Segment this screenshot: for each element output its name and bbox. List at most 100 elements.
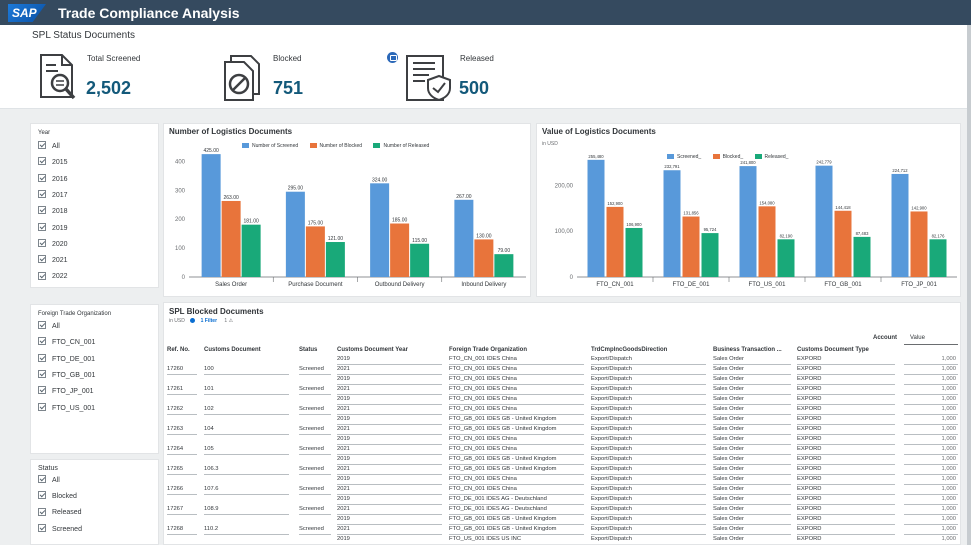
org-filter-item[interactable]: FTO_US_001 <box>38 402 95 416</box>
chart-bar[interactable] <box>758 206 776 277</box>
column-header[interactable]: Customs Document <box>204 347 261 353</box>
table-cell: 102 <box>204 406 214 412</box>
checkbox-checked-icon[interactable] <box>38 190 46 199</box>
chart-bar[interactable] <box>910 211 928 277</box>
checkbox-checked-icon[interactable] <box>38 491 46 500</box>
column-header[interactable]: Ref. No. <box>167 347 190 353</box>
chart-bar[interactable] <box>474 239 494 277</box>
filter-link[interactable]: 1 Filter <box>200 318 218 324</box>
chart-bar[interactable] <box>221 200 241 277</box>
chart-bar[interactable] <box>587 159 605 277</box>
chart-bar[interactable] <box>454 199 474 277</box>
org-filter-item[interactable]: FTO_DE_001 <box>38 353 95 367</box>
chart-bar[interactable] <box>891 173 909 277</box>
row-divider <box>337 454 442 455</box>
checkbox-checked-icon[interactable] <box>38 238 46 247</box>
sap-logo[interactable]: SAP <box>8 4 46 22</box>
column-header[interactable]: Business Transaction ... <box>713 347 782 353</box>
checkbox-checked-icon[interactable] <box>38 321 46 330</box>
year-filter-item[interactable]: 2017 <box>38 190 68 203</box>
kpi-released-value[interactable]: 500 <box>459 78 490 98</box>
y-tick-label: 0 <box>570 275 574 281</box>
checkbox-checked-icon[interactable] <box>38 271 46 280</box>
year-filter-item[interactable]: 2022 <box>38 271 68 284</box>
info-icon[interactable] <box>387 52 398 63</box>
filter-icon[interactable] <box>190 318 196 324</box>
chart-bar[interactable] <box>410 243 430 277</box>
chart-bar[interactable] <box>663 170 681 277</box>
org-filter-item[interactable]: FTO_JP_001 <box>38 386 94 399</box>
checkbox-checked-icon[interactable] <box>38 370 46 379</box>
checkbox-checked-icon[interactable] <box>38 386 46 395</box>
checkbox-checked-icon[interactable] <box>38 222 46 231</box>
status-filter-item[interactable]: Screened <box>38 523 82 537</box>
column-header[interactable]: Customs Document Year <box>337 347 408 353</box>
org-filter-item[interactable]: FTO_CN_001 <box>38 337 95 350</box>
chart-bar[interactable] <box>701 233 719 277</box>
chart-bar[interactable] <box>606 206 624 277</box>
table-cell: Screened <box>299 366 324 372</box>
chart-bar[interactable] <box>494 254 514 277</box>
chart-bar[interactable] <box>370 183 390 277</box>
chart-bar[interactable] <box>739 166 757 277</box>
chart-bar[interactable] <box>625 227 643 277</box>
org-filter-item[interactable]: FTO_GB_001 <box>38 370 95 383</box>
checkbox-checked-icon[interactable] <box>38 157 46 166</box>
column-header[interactable]: Status <box>299 347 318 353</box>
row-divider <box>904 524 958 525</box>
chart-bar[interactable] <box>834 210 852 277</box>
chart1-legend-screened[interactable]: Number of Screened <box>242 143 298 149</box>
kpi-screened-value[interactable]: 2,502 <box>86 78 132 98</box>
chart1-legend-released[interactable]: Number of Released <box>373 143 429 149</box>
chart-bar[interactable] <box>777 239 795 277</box>
chart1-legend-blocked[interactable]: Number of Blocked <box>309 143 362 149</box>
column-header[interactable]: Customs Document Type <box>797 347 869 353</box>
checkbox-checked-icon[interactable] <box>38 255 46 264</box>
status-filter-item[interactable]: Blocked <box>38 491 77 504</box>
column-header[interactable]: Foreign Trade Organization <box>449 347 528 353</box>
status-filter-item[interactable]: All <box>38 475 60 488</box>
checkbox-checked-icon[interactable] <box>38 475 46 484</box>
chart-bar[interactable] <box>201 154 221 277</box>
status-filter-item[interactable]: Released <box>38 507 82 520</box>
year-filter-item[interactable]: 2019 <box>38 222 68 236</box>
row-divider <box>204 434 289 435</box>
chart-bar[interactable] <box>325 242 345 277</box>
checkbox-checked-icon[interactable] <box>38 141 46 150</box>
table-cell: EXPORD <box>797 446 822 452</box>
chart-bar[interactable] <box>853 236 871 277</box>
org-filter-item-label: All <box>52 323 60 330</box>
chart2-legend-blocked[interactable]: Blocked_ <box>712 154 743 160</box>
chart2-legend-released[interactable]: Released_ <box>754 154 788 160</box>
table-cell: Sales Order <box>713 356 744 362</box>
table-cell: Sales Order <box>713 436 744 442</box>
checkbox-checked-icon[interactable] <box>38 173 46 182</box>
checkbox-checked-icon[interactable] <box>38 206 46 215</box>
chart-bar[interactable] <box>285 191 305 277</box>
kpi-blocked-value[interactable]: 751 <box>273 78 304 98</box>
chart-bar[interactable] <box>305 226 325 277</box>
year-filter-item[interactable]: 2016 <box>38 173 68 187</box>
checkbox-checked-icon[interactable] <box>38 337 46 346</box>
chart-bar[interactable] <box>241 224 261 277</box>
year-filter-item[interactable]: All <box>38 141 60 154</box>
chart-bar[interactable] <box>682 216 700 277</box>
chart2-legend-screened[interactable]: Screened_ <box>667 154 701 160</box>
checkbox-checked-icon[interactable] <box>38 402 46 411</box>
year-filter-item[interactable]: 2015 <box>38 157 68 170</box>
org-filter-item[interactable]: All <box>38 321 60 334</box>
chart-bar[interactable] <box>815 165 833 277</box>
page-scrollbar[interactable] <box>967 25 971 545</box>
year-filter-item[interactable]: 2018 <box>38 206 68 219</box>
status-filter-item-label: All <box>52 477 60 484</box>
checkbox-checked-icon[interactable] <box>38 523 46 532</box>
table-cell: EXPORD <box>797 536 822 542</box>
year-filter-item[interactable]: 2021 <box>38 255 68 268</box>
chart-bar[interactable] <box>929 239 947 277</box>
chart-bar[interactable] <box>390 223 410 277</box>
checkbox-checked-icon[interactable] <box>38 507 46 516</box>
column-header[interactable]: TrdCmplncGoodsDirection <box>591 347 668 353</box>
table-cell: 17265 <box>167 466 184 472</box>
year-filter-item[interactable]: 2020 <box>38 238 68 252</box>
checkbox-checked-icon[interactable] <box>38 353 46 362</box>
